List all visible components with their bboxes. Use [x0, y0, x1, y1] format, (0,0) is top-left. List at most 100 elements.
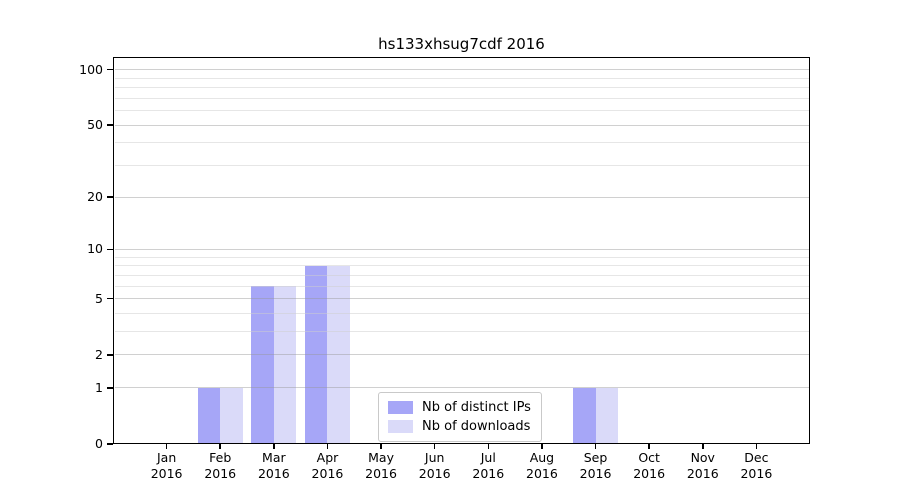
y-tick-label: 10 [87, 241, 103, 257]
minor-gridline [114, 110, 809, 112]
legend-item-downloads: Nb of downloads [388, 419, 531, 434]
legend-swatch-distinct-ips [388, 401, 413, 414]
legend-label-downloads: Nb of downloads [422, 419, 531, 434]
x-tick-label-year: 2016 [257, 465, 290, 481]
major-gridline [114, 196, 809, 198]
y-tick [107, 297, 113, 300]
x-tick-label-month: Jul [480, 450, 496, 465]
x-tick-label-month: Mar [262, 450, 286, 465]
y-tick [107, 196, 113, 198]
x-tick [487, 444, 490, 449]
x-tick-label-year: 2016 [418, 465, 451, 481]
major-gridline [114, 387, 809, 389]
x-tick-label: Mar 2016 [244, 450, 304, 481]
x-tick [273, 444, 275, 449]
x-tick [755, 444, 758, 449]
x-tick [702, 444, 704, 449]
x-tick [219, 444, 221, 449]
x-tick-label-month: Apr [316, 450, 339, 465]
y-tick [107, 124, 113, 126]
minor-gridline [114, 331, 809, 333]
bar-distinct-ips [304, 265, 328, 444]
legend-label-distinct-ips: Nb of distinct IPs [422, 400, 531, 415]
x-tick-label: Sep 2016 [566, 450, 626, 481]
bar-downloads [327, 265, 350, 444]
x-tick [594, 444, 597, 449]
minor-gridline [114, 256, 809, 258]
major-gridline [114, 298, 809, 300]
y-tick [107, 387, 113, 389]
x-tick-label-year: 2016 [472, 465, 505, 481]
x-tick-label: Apr 2016 [297, 450, 357, 481]
y-tick-label: 50 [87, 117, 103, 133]
major-gridline [114, 248, 809, 250]
minor-gridline [114, 312, 809, 314]
x-tick-label-year: 2016 [150, 465, 183, 481]
major-gridline [114, 69, 809, 71]
x-tick-label: Jun 2016 [405, 450, 465, 481]
x-tick-label-year: 2016 [740, 465, 773, 481]
x-tick [165, 444, 168, 449]
bar-downloads [273, 286, 297, 444]
x-tick-label-month: Nov [690, 450, 715, 465]
x-tick-label-year: 2016 [204, 465, 237, 481]
minor-gridline [114, 274, 809, 276]
minor-gridline [114, 142, 809, 144]
x-tick-label-month: Feb [209, 450, 232, 465]
y-tick [107, 248, 113, 251]
x-tick-label-month: Dec [744, 450, 769, 465]
y-tick-label: 100 [79, 61, 103, 77]
y-tick-label: 0 [95, 436, 103, 451]
x-tick [433, 444, 436, 449]
minor-gridline [114, 265, 809, 267]
y-tick-label: 2 [95, 346, 103, 362]
minor-gridline [114, 285, 809, 287]
x-tick-label: Dec 2016 [726, 450, 786, 481]
x-tick-label: Jul 2016 [458, 450, 518, 481]
x-tick-label-year: 2016 [686, 465, 719, 481]
x-tick-label-year: 2016 [579, 465, 612, 481]
minor-gridline [114, 77, 809, 79]
minor-gridline [114, 164, 809, 166]
x-tick-label: May 2016 [351, 450, 411, 481]
bar-distinct-ips [197, 387, 221, 444]
plot-area [113, 57, 810, 444]
x-tick-label-month: Jan [156, 450, 177, 465]
x-tick-label-month: May [368, 450, 394, 465]
legend: Nb of distinct IPs Nb of downloads [378, 392, 542, 442]
x-tick [326, 444, 329, 449]
x-tick-label-year: 2016 [365, 465, 397, 481]
x-tick-label: Aug 2016 [512, 450, 572, 481]
major-gridline [114, 354, 809, 356]
minor-gridline [114, 87, 809, 89]
bar-downloads [220, 387, 243, 444]
x-tick-label-year: 2016 [633, 465, 666, 481]
y-tick [107, 443, 113, 445]
x-tick-label-year: 2016 [311, 465, 344, 481]
x-tick [380, 444, 382, 449]
x-tick-label: Nov 2016 [673, 450, 733, 481]
x-tick-label: Jan 2016 [137, 450, 197, 481]
x-tick-label-month: Aug [529, 450, 555, 465]
x-tick-label-month: Oct [638, 450, 660, 465]
major-gridline [114, 124, 809, 126]
x-tick-label-month: Sep [583, 450, 608, 465]
y-tick [107, 68, 113, 71]
legend-item-distinct-ips: Nb of distinct IPs [388, 400, 531, 415]
y-tick-label: 20 [87, 189, 103, 205]
y-tick-label: 5 [95, 290, 103, 306]
x-tick-label: Oct 2016 [619, 450, 679, 481]
x-tick-label-month: Jun [424, 450, 445, 465]
bar-downloads [595, 387, 619, 444]
x-tick-label: Feb 2016 [190, 450, 250, 481]
y-tick-label: 1 [95, 379, 103, 395]
x-tick [541, 444, 543, 449]
chart-title: hs133xhsug7cdf 2016 [378, 35, 545, 53]
y-tick [107, 354, 113, 356]
bar-distinct-ips [251, 286, 274, 444]
bar-distinct-ips [573, 387, 596, 444]
minor-gridline [114, 97, 809, 99]
legend-swatch-downloads [388, 420, 413, 433]
x-tick [648, 444, 650, 449]
